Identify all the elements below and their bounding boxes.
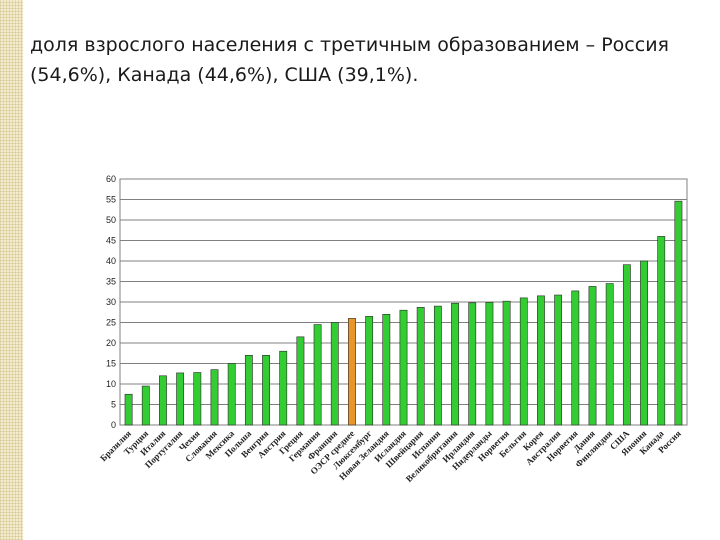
bar xyxy=(537,295,545,426)
bar xyxy=(365,316,374,426)
bar xyxy=(279,350,288,426)
y-tick-label: 5 xyxy=(111,400,116,410)
y-tick-label: 45 xyxy=(106,236,116,246)
bar xyxy=(451,302,459,426)
bar xyxy=(124,393,133,426)
bar xyxy=(262,355,270,426)
y-tick-label: 50 xyxy=(106,215,116,225)
y-tick-label: 15 xyxy=(106,359,116,369)
bar xyxy=(313,324,322,426)
bar xyxy=(468,302,477,426)
bar xyxy=(433,305,442,426)
bar xyxy=(141,385,150,426)
y-tick-label: 40 xyxy=(106,256,116,266)
bar xyxy=(674,200,683,426)
bar-chart: 0 5 10 15 20 25 30 35 40 45 50 55 60 Бразилия Турция И… xyxy=(95,175,695,535)
slide-text-line-1: доля взрослого населения с третичным обр… xyxy=(30,34,669,56)
bar xyxy=(416,307,425,426)
y-tick-label: 25 xyxy=(106,318,116,328)
bar xyxy=(657,236,666,426)
chart-svg: 0 5 10 15 20 25 30 35 40 45 50 55 60 БразилияТурцияИ… xyxy=(98,175,688,484)
bar xyxy=(193,372,202,426)
bar xyxy=(571,290,580,426)
bar xyxy=(159,375,167,426)
y-tick-label: 10 xyxy=(106,379,116,389)
y-tick-label: 55 xyxy=(106,195,116,205)
bar xyxy=(640,260,648,426)
bar xyxy=(382,314,391,426)
bar xyxy=(588,286,597,426)
bar-highlight xyxy=(348,318,356,426)
decorative-side-strip xyxy=(0,0,23,540)
bar xyxy=(296,336,305,426)
slide-text: доля взрослого населения с третичным обр… xyxy=(30,30,700,90)
bar xyxy=(554,294,563,426)
bar xyxy=(176,372,185,426)
y-tick-label: 20 xyxy=(106,338,116,348)
bar xyxy=(502,300,511,426)
bar xyxy=(519,297,528,426)
bar xyxy=(399,309,408,426)
y-axis-tick-labels: 0 5 10 15 20 25 30 35 40 45 50 55 60 xyxy=(106,175,116,430)
bar xyxy=(227,363,236,426)
y-tick-label: 35 xyxy=(106,277,116,287)
bars xyxy=(124,200,683,426)
bar xyxy=(210,369,219,426)
bar xyxy=(605,283,614,426)
y-tick-label: 0 xyxy=(111,420,116,430)
bar xyxy=(244,355,253,426)
x-axis-category-labels: БразилияТурцияИталияПортугалияЧехияСлова… xyxy=(98,428,683,484)
bar xyxy=(485,302,494,426)
bar xyxy=(622,264,631,426)
slide-text-line-2: (54,6%), Канада (44,6%), США (39,1%). xyxy=(30,64,419,86)
y-tick-label: 60 xyxy=(106,175,116,184)
bar xyxy=(330,322,339,426)
y-tick-label: 30 xyxy=(106,297,116,307)
